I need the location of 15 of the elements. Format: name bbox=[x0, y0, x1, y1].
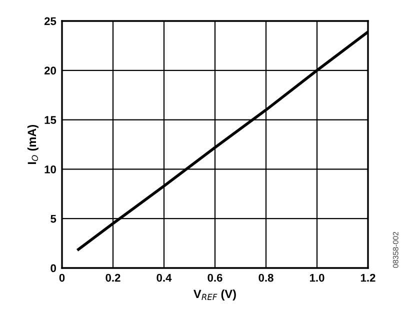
y-tick-label: 0 bbox=[50, 264, 56, 272]
y-tick-label: 20 bbox=[44, 66, 56, 75]
x-tick-label: 0.4 bbox=[156, 274, 172, 282]
y-tick-label: 10 bbox=[44, 165, 56, 174]
x-tick-label: 0.8 bbox=[258, 274, 274, 282]
y-tick-label: 5 bbox=[50, 214, 56, 223]
x-axis-title: V$_{REF}$ (V) bbox=[194, 289, 236, 300]
x-tick-label: 0.2 bbox=[106, 274, 120, 282]
y-tick-label: 15 bbox=[44, 116, 56, 124]
x-tick-label: 1.2 bbox=[360, 274, 376, 282]
y-axis-title: I$_{O}$ (mA) bbox=[27, 124, 38, 164]
y-tick-label: 25 bbox=[44, 17, 56, 26]
x-tick-label: 0 bbox=[59, 274, 65, 282]
x-tick-label: 1.0 bbox=[310, 274, 324, 282]
x-tick-label: 0.6 bbox=[208, 274, 222, 282]
